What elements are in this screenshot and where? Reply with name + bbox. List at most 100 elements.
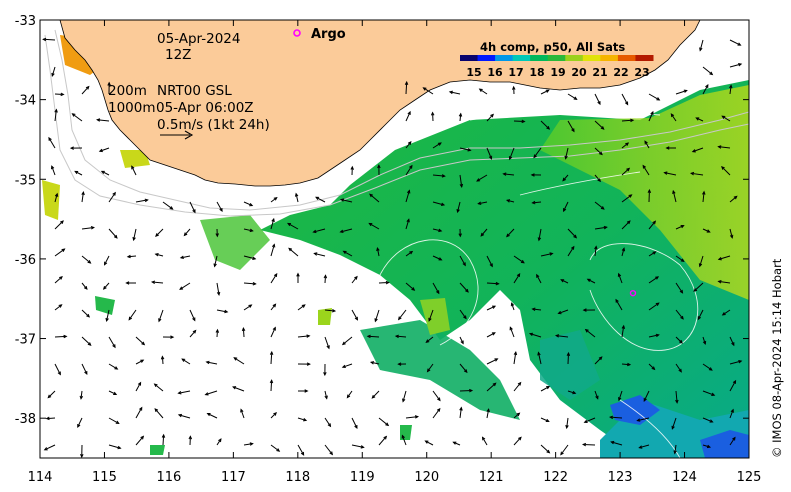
current-vector (106, 309, 110, 322)
map-date: 05-Apr-2024 (157, 31, 240, 47)
current-vector (558, 309, 569, 314)
current-vector-head (615, 298, 619, 303)
current-vector (702, 444, 711, 448)
current-vector-head (150, 280, 156, 284)
current-vector-head (112, 191, 116, 196)
current-vector-head (564, 155, 568, 160)
current-vector (131, 166, 137, 176)
current-vector (270, 244, 275, 257)
current-vector-head (608, 415, 614, 420)
current-vector-head (706, 229, 711, 233)
current-vector (427, 363, 434, 372)
current-vector (351, 444, 364, 448)
current-vector-head (329, 451, 334, 456)
current-vector-head (486, 408, 490, 413)
current-vector-head (233, 357, 238, 361)
credit-text: © IMOS 08-Apr-2024 15:14 Hobart (770, 258, 784, 458)
current-vector (315, 196, 326, 203)
current-vector (108, 336, 116, 348)
current-vector (351, 417, 358, 429)
current-vector-head (158, 318, 162, 323)
scale-label: 0.5m/s (1kt 24h) (157, 117, 270, 133)
current-vector (648, 276, 659, 284)
current-vector (342, 363, 353, 368)
current-vector-head (467, 148, 472, 152)
current-vector (453, 441, 461, 446)
current-vector-head (366, 334, 371, 339)
current-vector (565, 147, 569, 159)
current-vector (648, 111, 654, 122)
current-vector (54, 109, 57, 122)
current-vector-head (502, 172, 507, 176)
current-vector-head (188, 435, 193, 440)
current-vector-head (537, 237, 542, 242)
current-vector-head (313, 252, 318, 256)
current-vector-head (566, 351, 571, 357)
current-vector-head (422, 87, 427, 91)
current-vector (243, 228, 253, 232)
current-vector (405, 416, 418, 419)
current-vector-head (327, 423, 332, 428)
current-vector-head (126, 254, 131, 259)
current-vector-head (521, 119, 526, 124)
land-australia (59, 20, 701, 187)
current-vector (108, 192, 116, 203)
current-vector-head (603, 225, 608, 230)
current-vector-head (671, 425, 675, 430)
current-vector-head (531, 200, 536, 205)
current-vector-head (563, 208, 567, 213)
current-vector-head (520, 259, 525, 264)
current-vector-head (341, 364, 346, 369)
current-vector (378, 417, 389, 426)
current-vector-head (469, 388, 474, 393)
current-vector-head (374, 318, 378, 323)
current-vector (205, 390, 218, 396)
current-vector (270, 197, 278, 203)
current-vector-head (98, 148, 103, 153)
current-vector (77, 417, 83, 428)
current-vector (721, 166, 731, 176)
current-vector (729, 360, 742, 365)
current-vector-head (495, 281, 500, 286)
current-vector (367, 335, 380, 338)
current-vector (405, 111, 411, 122)
current-vector-head (476, 178, 481, 182)
current-vector (402, 390, 407, 402)
current-vector-head (680, 315, 684, 320)
current-vector-head (170, 335, 175, 339)
current-vector (567, 120, 575, 132)
current-vector (216, 438, 222, 446)
current-vector (216, 309, 228, 313)
current-vector-head (462, 262, 466, 267)
current-vector-head (350, 165, 354, 170)
current-vector-head (663, 171, 668, 175)
current-vector (216, 329, 219, 338)
current-vector-head (80, 453, 84, 458)
current-vector (295, 193, 299, 203)
current-vector-head (531, 307, 536, 312)
current-vector-head (573, 96, 578, 100)
current-vector-head (81, 190, 85, 196)
current-vector-head (179, 286, 184, 290)
current-vector (540, 252, 553, 257)
x-tick-label: 118 (285, 470, 310, 485)
current-vector (108, 390, 117, 395)
current-vector-head (424, 440, 429, 444)
current-vector (513, 352, 517, 365)
current-vector (51, 66, 56, 77)
current-vector (127, 255, 137, 258)
current-vector-head (647, 188, 652, 194)
current-vector-head (595, 395, 599, 400)
colorbar-tick-label: 19 (550, 66, 565, 79)
current-vector (80, 390, 83, 399)
current-vector-head (371, 394, 376, 399)
current-vector (161, 356, 164, 365)
y-tick-label: -35 (15, 173, 36, 188)
current-vector-head (572, 390, 577, 395)
current-vector-head (625, 142, 630, 146)
current-vector (506, 199, 515, 203)
current-vector-head (463, 369, 468, 374)
current-vector (405, 282, 415, 291)
current-vector (232, 386, 245, 392)
current-vector (648, 221, 656, 230)
